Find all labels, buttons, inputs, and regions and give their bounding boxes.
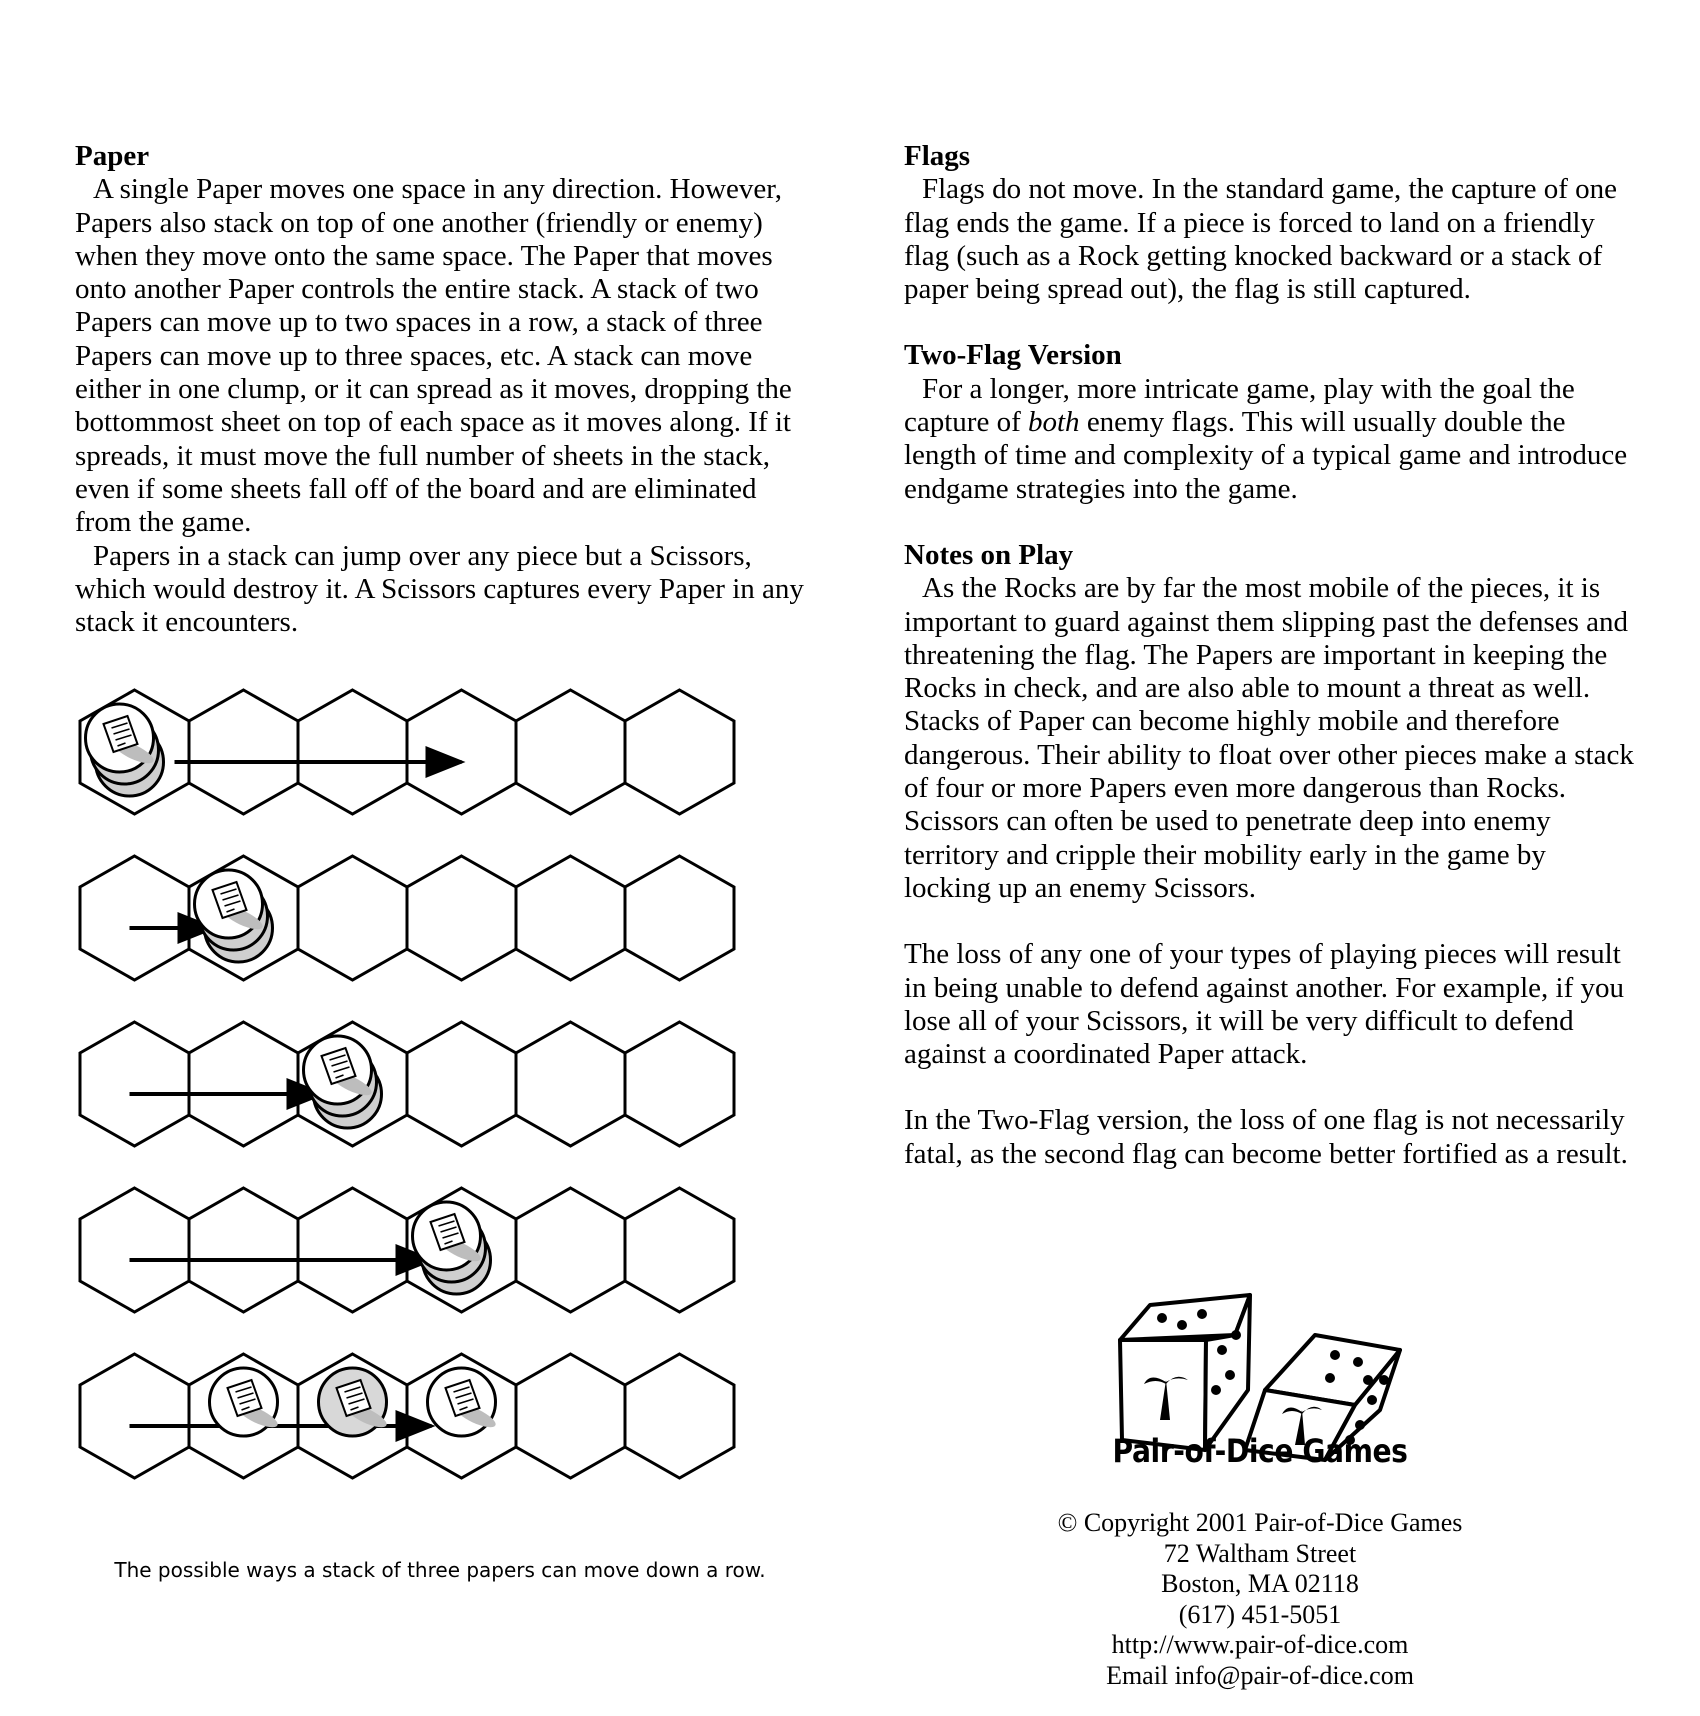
hex-row xyxy=(78,854,736,982)
notes-paragraph: As the Rocks are by far the most mobile … xyxy=(904,572,1634,904)
hex-cell xyxy=(514,1352,627,1480)
hex-cell xyxy=(623,1020,736,1148)
flags-heading: Flags xyxy=(904,140,971,172)
hex-cell xyxy=(514,854,627,982)
paper-paragraph-2: Papers in a stack can jump over any piec… xyxy=(75,539,804,639)
two-flag-heading: Two-Flag Version xyxy=(904,339,1122,372)
hex-row xyxy=(78,1352,736,1480)
hex-cell xyxy=(187,1186,300,1314)
flags-paragraph: Flags do not move. In the standard game,… xyxy=(904,173,1617,306)
paper-stack xyxy=(208,1366,282,1438)
paper-heading: Paper xyxy=(75,140,150,172)
hex-cell xyxy=(514,688,627,816)
paper-stack xyxy=(302,1034,383,1130)
dice-logo xyxy=(1118,1293,1402,1462)
diagram-caption: The possible ways a stack of three paper… xyxy=(114,1558,766,1582)
hex-cell xyxy=(296,1186,409,1314)
loss-paragraph: The loss of any one of your types of pla… xyxy=(904,938,1624,1071)
brand-name: Pair-of-Dice Games xyxy=(1112,1432,1408,1470)
paper-stack xyxy=(84,702,165,798)
hex-cell xyxy=(78,1020,191,1148)
hex-cell xyxy=(187,688,300,816)
paper-movement-diagram xyxy=(78,688,736,1480)
hex-cell xyxy=(405,1020,518,1148)
paper-stack xyxy=(411,1200,492,1296)
hex-cell xyxy=(78,1186,191,1314)
emphasis-both: both xyxy=(1028,406,1080,439)
hex-cell xyxy=(623,1186,736,1314)
hex-row xyxy=(78,1186,736,1314)
hex-cell xyxy=(187,1020,300,1148)
left-column: Paper A single Paper moves one space in … xyxy=(75,140,805,639)
phone-number: (617) 451-5051 xyxy=(1178,1599,1342,1629)
hex-cell xyxy=(623,854,736,982)
hex-cell xyxy=(623,1352,736,1480)
copyright-line: © Copyright 2001 Pair-of-Dice Games xyxy=(1057,1508,1463,1537)
hex-cell xyxy=(405,688,518,816)
website-url[interactable]: http://www.pair-of-dice.com xyxy=(1111,1630,1409,1659)
hex-cell xyxy=(78,1352,191,1480)
city-address: Boston, MA 02118 xyxy=(1161,1569,1359,1598)
hex-cell xyxy=(514,1020,627,1148)
right-column: Flags Flags do not move. In the standard… xyxy=(904,140,1634,1171)
paper-paragraph-1: A single Paper moves one space in any di… xyxy=(75,173,792,539)
two-flag-loss-paragraph: In the Two-Flag version, the loss of one… xyxy=(904,1104,1628,1170)
two-flag-paragraph: For a longer, more intricate game, play … xyxy=(904,372,1628,505)
hex-cell xyxy=(78,854,191,982)
paper-stack xyxy=(193,868,274,964)
street-address: 72 Waltham Street xyxy=(1163,1538,1357,1568)
hex-row xyxy=(78,688,736,816)
paper-stack xyxy=(317,1366,391,1438)
hex-cell xyxy=(405,854,518,982)
hex-cell xyxy=(623,688,736,816)
email-address[interactable]: Email info@pair-of-dice.com xyxy=(1106,1660,1414,1690)
notes-heading: Notes on Play xyxy=(904,538,1074,571)
hex-cell xyxy=(296,854,409,982)
hex-cell xyxy=(296,688,409,816)
hex-row xyxy=(78,1020,736,1148)
hex-cell xyxy=(514,1186,627,1314)
paper-stack xyxy=(426,1366,500,1438)
contact-block: © Copyright 2001 Pair-of-Dice Games 72 W… xyxy=(980,1508,1540,1691)
